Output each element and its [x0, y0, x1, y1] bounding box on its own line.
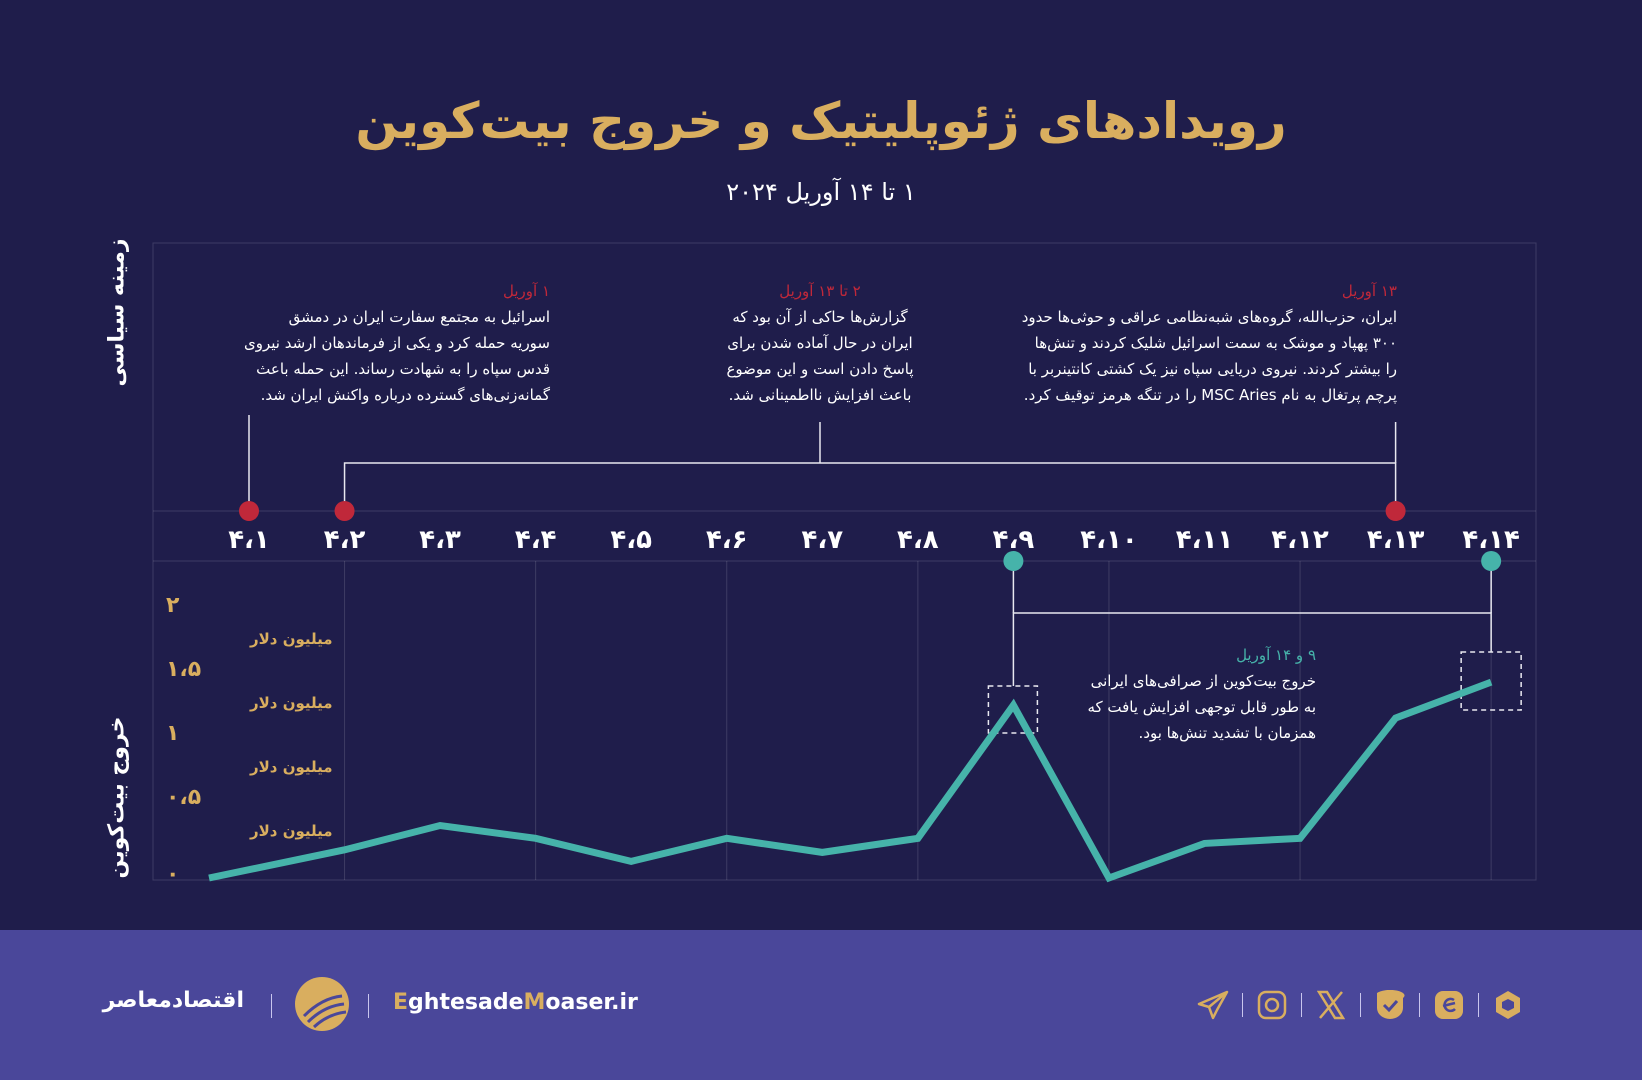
bracket-line [343, 462, 1397, 511]
eitaa-icon[interactable] [1432, 988, 1466, 1022]
annotation-april-13: ۱۳ آوریل ایران، حزب‌الله، گروه‌های شبه‌ن… [957, 278, 1397, 408]
x-tick-label: ۴،۱۴ [1462, 525, 1519, 555]
x-tick-label: ۴،۳ [419, 525, 461, 555]
divider [1419, 993, 1420, 1017]
annotation-line: ایران، حزب‌الله، گروه‌های شبه‌نظامی عراق… [1021, 308, 1397, 326]
x-tick-label: ۴،۴ [515, 525, 557, 555]
annotation-april-9-14: ۹ و ۱۴ آوریل خروج بیت‌کوین از صرافی‌های … [996, 642, 1316, 746]
annotation-date: ۱ آوریل [502, 282, 550, 300]
rubika-icon[interactable] [1491, 988, 1525, 1022]
website-text: oaser.ir [545, 990, 638, 1015]
divider [1301, 993, 1302, 1017]
instagram-icon[interactable] [1255, 988, 1289, 1022]
website-text: ghtesade [408, 990, 524, 1015]
website-letter: E [393, 990, 409, 1015]
y-tick-unit: میلیون دلار [249, 694, 333, 712]
y-tick-unit: میلیون دلار [249, 822, 333, 840]
annotation-line: اسرائیل به مجتمع سفارت ایران در دمشق [288, 308, 550, 326]
annotation-line: قدس سپاه را به شهادت رساند. این حمله باع… [256, 360, 550, 378]
annotation-line: سوریه حمله کرد و یکی از فرماندهان ارشد ن… [244, 334, 550, 352]
bracket-line [1012, 612, 1492, 686]
chart-svg: ۰ ۰،۵ میلیون دلار ۱ میلیون دلار ۱،۵ میلیون دلا… [152, 242, 1537, 887]
event-marker-red [239, 501, 259, 521]
y-tick-label: ۲ [166, 593, 180, 618]
y-tick-label: ۱،۵ [166, 657, 201, 682]
website-link[interactable]: EghtesadeMoaser.ir [393, 990, 638, 1015]
page-title: رویدادهای ژئوپلیتیک و خروج بیت‌کوین [355, 92, 1287, 150]
annotation-line: پاسخ دادن است و این موضوع [726, 360, 914, 378]
bitcoin-outflow-line [208, 678, 1493, 883]
x-tick-label: ۴،۹ [993, 525, 1035, 555]
y-tick-label: ۱ [166, 721, 179, 746]
x-tick-label: ۴،۸ [897, 525, 939, 555]
telegram-icon[interactable] [1196, 988, 1230, 1022]
annotation-line: همزمان با تشدید تنش‌ها بود. [1138, 724, 1316, 742]
divider [1478, 993, 1479, 1017]
x-tick-label: ۴،۱۳ [1367, 525, 1425, 555]
annotation-line: ۳۰۰ پهپاد و موشک به سمت اسرائیل شلیک کرد… [1034, 334, 1397, 352]
x-tick-label: ۴،۱۰ [1080, 525, 1137, 555]
annotation-line: گزارش‌ها حاکی از آن بود که [732, 308, 908, 326]
divider [1242, 993, 1243, 1017]
event-marker-red [1385, 501, 1406, 521]
divider [368, 994, 369, 1018]
chart-frame [152, 242, 1537, 881]
x-tick-label: ۴،۵ [610, 525, 652, 555]
highlight-box [987, 685, 1039, 734]
highlight-box [1460, 651, 1522, 711]
website-letter: M [523, 990, 546, 1015]
annotation-line: ایران در حال آماده شدن برای [727, 334, 913, 352]
annotation-date: ۱۳ آوریل [1341, 282, 1397, 300]
social-icons [1196, 988, 1525, 1022]
x-tick-label: ۴،۶ [706, 525, 748, 555]
brand-logo [294, 976, 350, 1036]
annotation-line: گمانه‌زنی‌های گسترده درباره واکنش ایران … [260, 386, 550, 404]
page-subtitle: ۱ تا ۱۴ آوریل ۲۰۲۴ [726, 178, 916, 206]
annotation-line: را بیشتر کردند. نیروی دریایی سپاه نیز یک… [1028, 360, 1397, 378]
x-icon[interactable] [1314, 988, 1348, 1022]
annotation-line: پرچم پرتغال به نام MSC Aries را در تنگه … [1023, 386, 1397, 404]
x-tick-label: ۴،۱۱ [1176, 525, 1233, 555]
y-tick-unit: میلیون دلار [249, 630, 333, 648]
x-tick-label: ۴،۱ [228, 525, 270, 555]
annotation-line: به طور قابل توجهی افزایش یافت که [1087, 698, 1316, 716]
bale-icon[interactable] [1373, 988, 1407, 1022]
x-tick-label: ۴،۲ [324, 525, 366, 555]
annotation-date: ۲ تا ۱۳ آوریل [779, 282, 861, 300]
annotation-line: خروج بیت‌کوین از صرافی‌های ایرانی [1090, 672, 1316, 690]
event-marker-teal [1003, 551, 1024, 571]
y-tick-unit: میلیون دلار [249, 758, 333, 776]
brand-name: اقتصادمعاصر [102, 988, 244, 1013]
y-tick-label: ۰ [166, 862, 179, 887]
event-marker-teal [1481, 551, 1502, 571]
divider [1360, 993, 1361, 1017]
x-tick-label: ۴،۷ [801, 525, 843, 555]
x-tick-label: ۴،۱۲ [1271, 525, 1329, 555]
annotation-date: ۹ و ۱۴ آوریل [1236, 646, 1316, 664]
annotation-april-1: ۱ آوریل اسرائیل به مجتمع سفارت ایران در … [190, 278, 550, 408]
event-marker-red [334, 501, 355, 521]
y-tick-label: ۰،۵ [166, 785, 201, 810]
annotation-line: باعث افزایش نااطمینانی شد. [728, 386, 912, 404]
annotation-april-2-13: ۲ تا ۱۳ آوریل گزارش‌ها حاکی از آن بود که… [660, 278, 980, 408]
footer: اقتصادمعاصر EghtesadeMoaser.ir [0, 930, 1642, 1080]
divider [271, 994, 272, 1018]
